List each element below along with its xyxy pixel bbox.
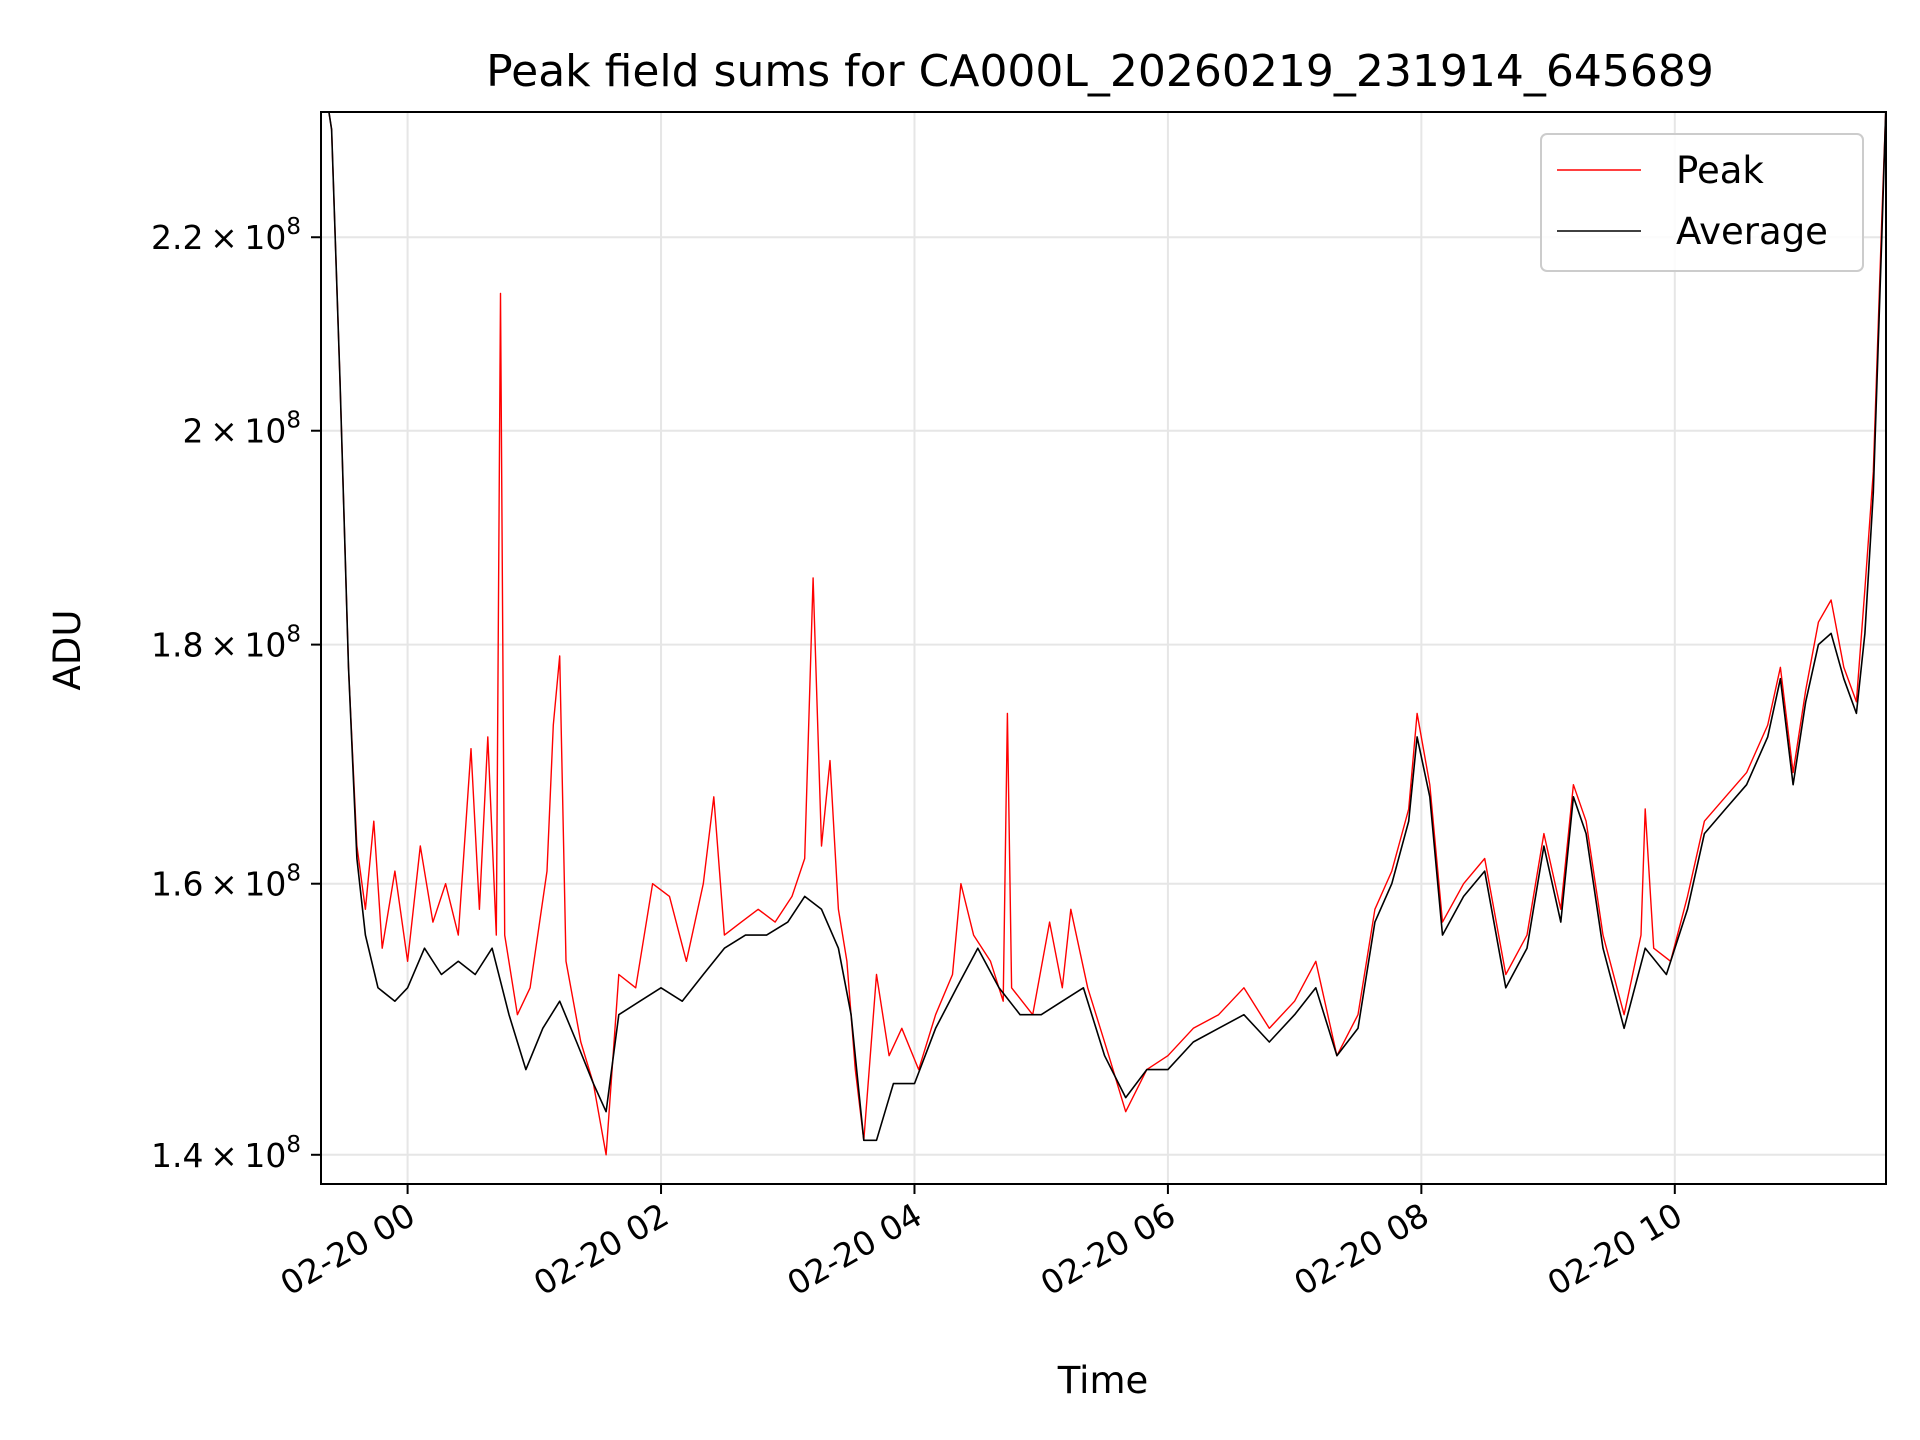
legend-label-peak: Peak [1676,149,1764,192]
y-tick-label: 1.4 × 108 [151,1132,301,1175]
y-tick-label: 2.2 × 108 [151,214,301,257]
series-lines [328,112,1886,1156]
y-tick-label: 2 × 108 [183,408,301,451]
plot-frame [320,111,1887,1185]
legend-label-average: Average [1676,210,1828,253]
series-line-peak [328,112,1886,1156]
x-axis-label: Time [1057,1359,1149,1402]
y-axis-label: ADU [46,610,89,691]
y-tick-label: 1.8 × 108 [151,622,301,665]
y-axis-ticks: 1.4 × 108 1.6 × 108 1.8 × 108 2 × 108 2.2 × … [151,214,321,1175]
chart-legend: Peak Average [1540,133,1864,272]
series-line-average [328,112,1886,1142]
y-tick-label: 1.6 × 108 [151,861,301,904]
chart-title: Peak field sums for CA000L_20260219_2319… [486,46,1714,97]
legend-box [1540,133,1864,272]
